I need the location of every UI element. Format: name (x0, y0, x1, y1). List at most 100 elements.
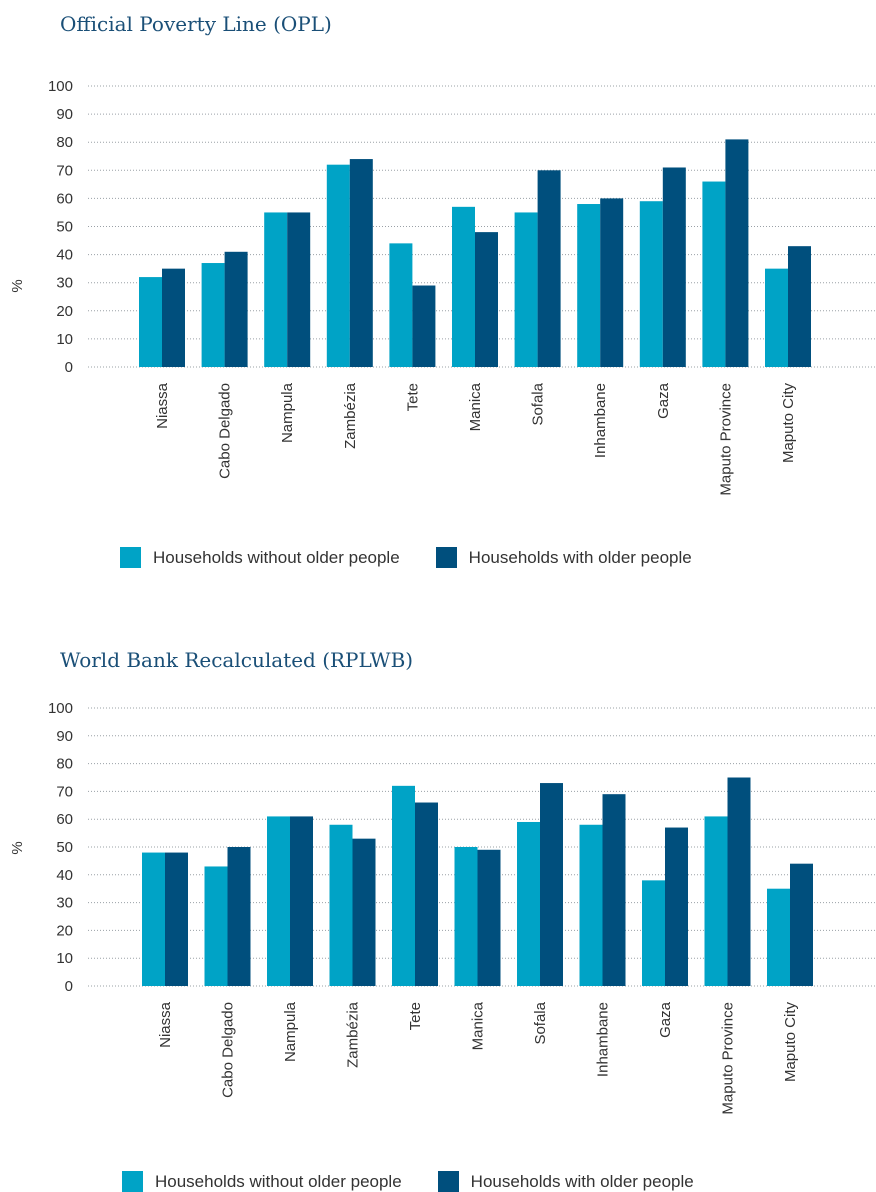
x-tick-label: Manica (467, 382, 484, 431)
bar-with-older (790, 863, 813, 986)
x-tick-label: Cabo Delgado (220, 1002, 237, 1098)
bar-with-older (665, 827, 688, 986)
bar-without-older (389, 243, 413, 367)
legend: Households without older people Househol… (122, 1171, 730, 1192)
y-axis-label: % (9, 279, 26, 292)
legend-label-with: Households with older people (468, 547, 692, 567)
bar-without-older (642, 880, 665, 986)
x-tick-label: Zambézia (342, 382, 359, 449)
bar-without-older (704, 816, 728, 986)
y-tick-label: 100 (48, 78, 73, 95)
bar-without-older (452, 206, 475, 367)
x-tick-label: Maputo City (780, 383, 797, 464)
x-tick-label: Maputo Province (720, 1002, 737, 1115)
y-tick-label: 50 (56, 219, 73, 236)
x-tick-label: Nampula (279, 382, 296, 443)
y-tick-label: 30 (56, 275, 73, 292)
x-tick-label: Niassa (157, 1001, 174, 1048)
x-tick-label: Niassa (154, 382, 171, 429)
legend-item-without: Households without older people (122, 1171, 402, 1192)
legend-label-with: Households with older people (470, 1171, 694, 1191)
bar-without-older (579, 824, 603, 986)
y-tick-label: 20 (56, 303, 73, 320)
bar-with-older (788, 246, 811, 367)
chart-title: World Bank Recalculated (RPLWB) (60, 648, 414, 672)
bar-without-older (201, 263, 225, 367)
x-tick-label: Nampula (282, 1001, 299, 1062)
x-tick-label: Sofala (530, 382, 547, 425)
bar-with-older (602, 794, 626, 986)
legend-item-without: Households without older people (120, 547, 400, 568)
y-tick-label: 70 (56, 783, 73, 800)
bar-without-older (517, 821, 540, 986)
bar-without-older (702, 181, 726, 367)
y-tick-label: 70 (56, 162, 73, 179)
y-tick-label: 60 (56, 811, 73, 828)
legend-swatch-with (435, 547, 457, 568)
bar-without-older (767, 888, 790, 986)
bar-with-older (412, 285, 436, 367)
bar-with-older (287, 212, 311, 367)
bar-without-older (454, 847, 478, 986)
bar-without-older (577, 204, 601, 367)
x-tick-label: Cabo Delgado (217, 383, 234, 479)
bar-without-older (267, 816, 290, 986)
x-tick-label: Inhambane (595, 1002, 612, 1077)
bar-with-older (662, 167, 686, 367)
y-tick-label: 0 (65, 359, 73, 376)
bar-with-older (352, 838, 376, 986)
y-tick-label: 10 (56, 331, 73, 348)
y-tick-label: 80 (56, 134, 73, 151)
x-tick-label: Manica (470, 1001, 487, 1050)
legend-label-without: Households without older people (153, 547, 400, 567)
bar-with-older (415, 802, 438, 986)
legend-item-with: Households with older people (435, 547, 692, 568)
x-tick-label: Tete (404, 383, 421, 411)
x-tick-label: Inhambane (592, 383, 609, 458)
legend-label-without: Households without older people (155, 1171, 402, 1191)
y-tick-label: 90 (56, 728, 73, 745)
bar-without-older (329, 824, 353, 986)
bar-with-older (540, 783, 563, 986)
x-tick-label: Maputo City (782, 1002, 799, 1083)
bar-with-older (477, 849, 501, 986)
bar-without-older (142, 852, 165, 986)
y-tick-label: 60 (56, 190, 73, 207)
x-tick-label: Zambézia (345, 1001, 362, 1068)
bar-with-older (227, 847, 251, 986)
y-tick-label: 20 (56, 922, 73, 939)
bar-with-older (165, 852, 188, 986)
y-tick-label: 80 (56, 756, 73, 773)
legend-swatch-without (120, 547, 141, 568)
bar-without-older (326, 164, 350, 367)
x-tick-label: Tete (407, 1002, 424, 1030)
bar-with-older (162, 268, 185, 367)
bar-chart-opl: 0 10 20 30 40 50 60 70 80 90 100% Niassa Cabo Delgad… (9, 78, 876, 496)
bar-without-older (139, 277, 162, 367)
y-tick-label: 50 (56, 839, 73, 856)
x-tick-label: Maputo Province (717, 383, 734, 496)
y-axis-label: % (9, 841, 26, 854)
bar-with-older (475, 232, 498, 367)
bar-with-older (727, 777, 751, 986)
y-tick-label: 90 (56, 106, 73, 123)
bar-without-older (392, 785, 415, 986)
bar-without-older (639, 201, 663, 367)
bar-with-older (290, 816, 313, 986)
y-tick-label: 40 (56, 867, 73, 884)
legend-item-with: Households with older people (437, 1171, 694, 1192)
x-tick-label: Gaza (655, 382, 672, 419)
bar-with-older (349, 159, 373, 367)
bar-with-older (600, 198, 624, 367)
bar-without-older (514, 212, 538, 367)
bar-without-older (204, 866, 228, 986)
bar-chart-rplwb: 0 10 20 30 40 50 60 70 80 90 100% Niassa Cabo Delgad… (9, 700, 876, 1115)
bar-without-older (765, 268, 788, 367)
bar-with-older (537, 170, 561, 367)
y-tick-label: 30 (56, 895, 73, 912)
y-tick-label: 100 (48, 700, 73, 717)
legend: Households without older people Househol… (120, 547, 728, 568)
y-tick-label: 40 (56, 247, 73, 264)
legend-swatch-with (437, 1171, 459, 1192)
bar-without-older (264, 212, 288, 367)
